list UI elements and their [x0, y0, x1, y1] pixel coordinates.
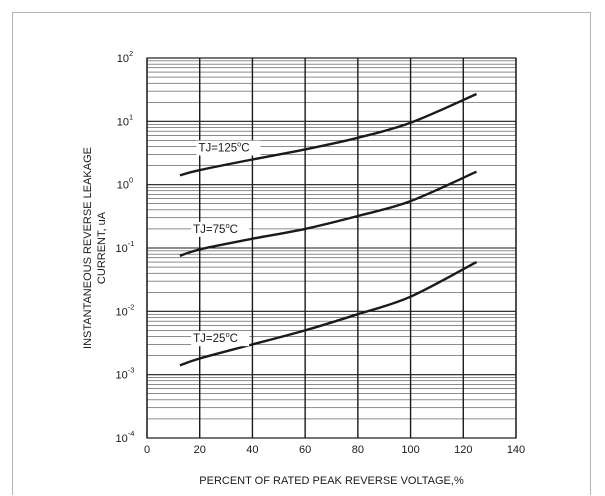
minor-gridlines: [147, 60, 516, 420]
y-tick-exponent: 2: [129, 49, 133, 58]
leakage-current-chart: 0 20 40 60 80 100 120 140 10210110010-110-210-3…: [82, 49, 525, 487]
major-gridlines: [146, 57, 517, 439]
y-axis-title-line-2: CURRENT, uA: [96, 211, 108, 284]
x-tick-label: 0: [144, 444, 150, 456]
x-tick-label: 120: [454, 444, 472, 456]
y-tick-label: 102: [117, 49, 133, 65]
x-tick-label: 100: [401, 444, 419, 456]
x-tick-label: 20: [194, 444, 206, 456]
series-line-2: [179, 170, 477, 258]
y-tick-label: 10-4: [116, 429, 135, 445]
y-tick-label: 10-3: [116, 366, 135, 382]
series-label-backing: [196, 140, 261, 156]
y-axis-title-line-1: INSTANTANEOUS REVERSE LEAKAGE: [82, 147, 94, 349]
series-label-1: TJ=125oC: [198, 139, 249, 154]
y-tick-exponent: -2: [128, 302, 135, 311]
series-label-backing: [191, 331, 250, 347]
series-line-3: [179, 261, 478, 367]
y-tick-exponent: -4: [128, 429, 135, 438]
series-line-1: [179, 92, 477, 177]
series-lines: [179, 92, 478, 367]
series-label-backing: [191, 221, 250, 237]
y-tick-exponent: 0: [129, 176, 133, 185]
y-tick-exponent: 1: [129, 112, 133, 121]
x-tick-label: 140: [507, 444, 525, 456]
series-labels: TJ=125oC TJ=75oC TJ=25oC: [191, 139, 261, 347]
series-label-2: TJ=75oC: [193, 221, 238, 236]
y-tick-label: 100: [117, 176, 133, 192]
plot-area-border: [146, 57, 517, 439]
y-tick-label: 10-1: [116, 239, 135, 255]
x-axis-title: PERCENT OF RATED PEAK REVERSE VOLTAGE,%: [199, 475, 464, 487]
y-tick-label: 10-2: [116, 302, 135, 318]
x-tick-label: 80: [352, 444, 364, 456]
y-tick-exponent: -3: [128, 366, 135, 375]
series-label-3: TJ=25oC: [193, 330, 238, 345]
y-tick-label: 101: [117, 112, 133, 128]
x-tick-label: 60: [299, 444, 311, 456]
y-tick-exponent: -1: [128, 239, 135, 248]
chart-frame: 0 20 40 60 80 100 120 140 102 101 100 10-1 10-2 10-3…: [12, 12, 591, 495]
x-tick-label: 40: [246, 444, 258, 456]
x-tick-labels: 0 20 40 60 80 100 120 140: [144, 444, 525, 456]
